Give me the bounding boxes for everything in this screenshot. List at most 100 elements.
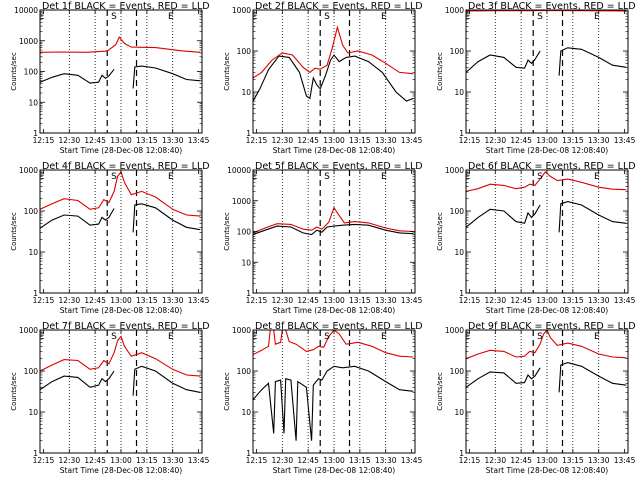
x-axis-label: Start Time (28-Dec-08 12:08:40) xyxy=(486,306,608,315)
x-tick-label: 12:45 xyxy=(297,296,319,305)
y-tick-label: 1000 xyxy=(445,166,464,175)
y-tick-label: 100 xyxy=(24,207,39,216)
event-marker-e: E xyxy=(168,12,174,22)
x-tick-label: 12:15 xyxy=(459,136,481,145)
x-tick-label: 12:45 xyxy=(84,136,106,145)
y-tick-label: 100 xyxy=(450,367,465,376)
x-tick-label: 13:15 xyxy=(136,296,158,305)
y-axis-label: Counts/sec xyxy=(10,52,18,91)
event-marker-e: E xyxy=(465,172,471,182)
y-tick-label: 1000 xyxy=(232,197,251,206)
plot-title: Det 6f BLACK = Events, RED = LLD xyxy=(468,161,636,172)
y-tick-label: 1 xyxy=(459,289,464,298)
event-marker-e: E xyxy=(381,172,387,182)
y-tick-label: 100 xyxy=(24,68,39,77)
x-tick-label: 12:30 xyxy=(271,296,293,305)
x-axis-label: Start Time (28-Dec-08 12:08:40) xyxy=(60,466,182,475)
plot-title: Det 8f BLACK = Events, RED = LLD xyxy=(255,321,423,332)
y-tick-label: 1 xyxy=(246,289,251,298)
series-line-black-segment2 xyxy=(132,65,201,89)
y-tick-label: 100 xyxy=(237,47,252,56)
y-axis-label: Counts/sec xyxy=(10,372,18,411)
event-marker-s: S xyxy=(537,12,543,22)
y-tick-label: 10 xyxy=(454,88,464,97)
x-tick-label: 13:45 xyxy=(188,136,210,145)
x-axis-label: Start Time (28-Dec-08 12:08:40) xyxy=(273,146,395,155)
x-tick-label: 12:30 xyxy=(58,296,80,305)
event-marker-e: E xyxy=(381,12,387,22)
x-tick-label: 13:00 xyxy=(323,136,345,145)
x-tick-label: 13:00 xyxy=(536,136,558,145)
x-tick-label: 12:15 xyxy=(246,136,268,145)
y-tick-label: 1 xyxy=(459,449,464,458)
x-tick-label: 13:15 xyxy=(562,136,584,145)
event-marker-e: E xyxy=(594,12,600,22)
x-tick-label: 13:45 xyxy=(188,456,210,465)
event-marker-s: S xyxy=(324,332,330,342)
event-marker-s: S xyxy=(111,12,117,22)
y-tick-label: 1000 xyxy=(19,166,38,175)
series-line-black xyxy=(465,367,541,388)
x-axis-label: Start Time (28-Dec-08 12:08:40) xyxy=(60,306,182,315)
series-line-black-segment2 xyxy=(558,362,627,393)
x-tick-label: 12:45 xyxy=(510,296,532,305)
series-line-black xyxy=(252,365,414,441)
y-tick-label: 10 xyxy=(241,258,251,267)
series-line-red xyxy=(39,170,201,217)
plot-title: Det 2f BLACK = Events, RED = LLD xyxy=(255,1,423,12)
x-tick-label: 13:15 xyxy=(562,296,584,305)
x-tick-label: 12:15 xyxy=(246,456,268,465)
x-tick-label: 13:30 xyxy=(375,296,397,305)
event-marker-e: E xyxy=(252,332,258,342)
y-tick-label: 1 xyxy=(246,449,251,458)
event-marker-s: S xyxy=(111,172,117,182)
plot-title: Det 9f BLACK = Events, RED = LLD xyxy=(468,321,636,332)
y-tick-label: 1 xyxy=(33,289,38,298)
x-tick-label: 13:30 xyxy=(588,296,610,305)
series-line-black-segment2 xyxy=(132,365,201,396)
x-tick-label: 13:00 xyxy=(536,296,558,305)
x-axis-label: Start Time (28-Dec-08 12:08:40) xyxy=(273,466,395,475)
y-tick-label: 1000 xyxy=(19,326,38,335)
y-tick-label: 1 xyxy=(33,449,38,458)
x-tick-label: 12:30 xyxy=(58,456,80,465)
x-tick-label: 12:30 xyxy=(484,456,506,465)
x-tick-label: 13:30 xyxy=(375,136,397,145)
x-tick-label: 13:45 xyxy=(614,456,636,465)
x-tick-label: 13:00 xyxy=(110,136,132,145)
x-tick-label: 12:15 xyxy=(246,296,268,305)
x-tick-label: 12:45 xyxy=(297,136,319,145)
event-marker-s: S xyxy=(537,332,543,342)
x-tick-label: 13:45 xyxy=(401,456,423,465)
y-tick-label: 10000 xyxy=(227,166,251,175)
x-tick-label: 13:45 xyxy=(614,296,636,305)
y-axis-label: Counts/sec xyxy=(436,212,444,251)
event-marker-e: E xyxy=(39,172,45,182)
event-marker-s: S xyxy=(111,332,117,342)
x-tick-label: 12:45 xyxy=(510,456,532,465)
series-line-black xyxy=(465,50,541,73)
plot-title: Det 7f BLACK = Events, RED = LLD xyxy=(42,321,210,332)
x-tick-label: 13:45 xyxy=(401,136,423,145)
x-tick-label: 13:30 xyxy=(375,456,397,465)
x-tick-label: 12:15 xyxy=(33,296,55,305)
y-axis-label: Counts/sec xyxy=(223,372,231,411)
x-tick-label: 12:30 xyxy=(271,456,293,465)
x-tick-label: 13:45 xyxy=(401,296,423,305)
y-axis-label: Counts/sec xyxy=(436,372,444,411)
y-tick-label: 1 xyxy=(33,129,38,138)
event-marker-e: E xyxy=(465,332,471,342)
plot-title: Det 4f BLACK = Events, RED = LLD xyxy=(42,161,210,172)
event-marker-s: S xyxy=(324,172,330,182)
y-tick-label: 100 xyxy=(237,367,252,376)
y-tick-label: 1 xyxy=(459,129,464,138)
y-tick-label: 100 xyxy=(24,367,39,376)
x-tick-label: 13:00 xyxy=(323,296,345,305)
series-line-black-segment2 xyxy=(558,47,627,76)
y-axis-label: Counts/sec xyxy=(223,212,231,251)
x-tick-label: 13:15 xyxy=(136,456,158,465)
